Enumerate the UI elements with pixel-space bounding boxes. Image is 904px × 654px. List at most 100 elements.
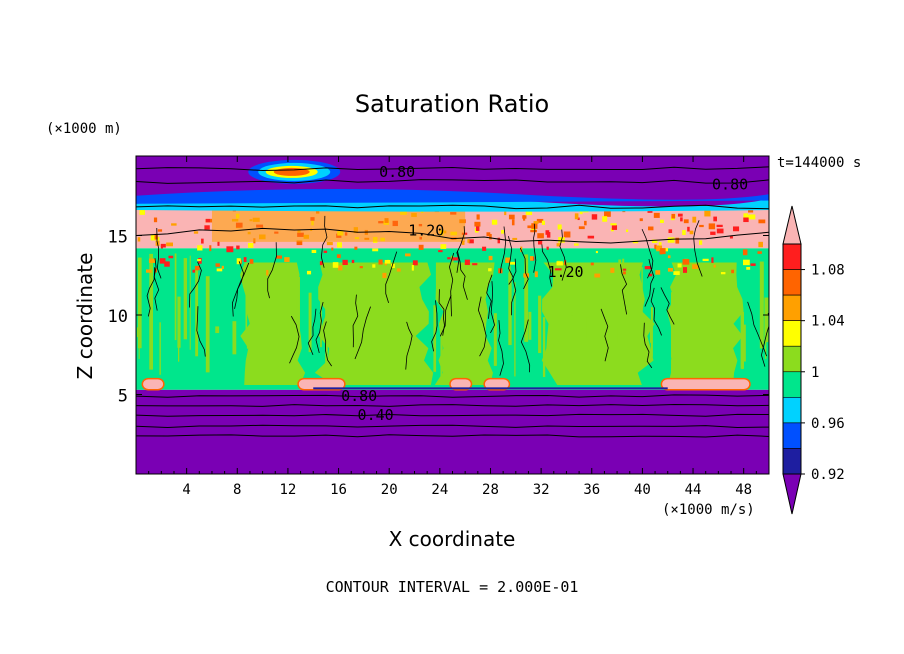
x-unit-label: (×1000 m/s) xyxy=(662,502,755,518)
speckle xyxy=(475,226,480,232)
contour-line xyxy=(449,252,455,317)
contour-line xyxy=(643,322,653,369)
speckle xyxy=(692,264,699,270)
y-unit-label: (×1000 m) xyxy=(46,121,122,137)
speckle xyxy=(610,223,617,226)
filament xyxy=(524,254,529,342)
speckle xyxy=(372,248,379,252)
filament xyxy=(741,328,744,370)
speckle xyxy=(501,229,504,234)
speckle xyxy=(525,211,533,216)
speckle xyxy=(689,230,694,235)
speckle xyxy=(382,272,387,279)
x-axis-title: X coordinate xyxy=(389,527,516,551)
blue-stripe xyxy=(136,188,769,204)
filament xyxy=(538,295,542,354)
x-tick-label: 20 xyxy=(381,482,398,498)
speckle xyxy=(159,258,166,264)
speckle xyxy=(266,269,269,276)
speckle xyxy=(491,219,498,225)
filament xyxy=(650,307,653,357)
filament xyxy=(257,277,259,369)
speckle xyxy=(323,250,328,253)
speckle xyxy=(704,210,711,217)
filament xyxy=(709,298,711,346)
filament xyxy=(177,303,180,362)
speckle xyxy=(554,268,562,271)
speckle xyxy=(757,251,762,254)
contour-line xyxy=(620,264,628,315)
contour-line xyxy=(136,434,769,438)
speckle xyxy=(546,232,551,238)
contour-line xyxy=(511,258,517,316)
speckle xyxy=(660,248,666,255)
speckle xyxy=(622,271,626,275)
speckle xyxy=(461,240,465,245)
x-tick-label: 12 xyxy=(279,482,296,498)
base-blob-3 xyxy=(483,377,511,391)
speckle xyxy=(654,244,657,250)
filament xyxy=(372,292,377,373)
filament xyxy=(640,314,642,332)
speckle xyxy=(648,273,653,277)
filament xyxy=(215,326,220,334)
speckle xyxy=(732,226,740,232)
speckle xyxy=(476,214,480,220)
speckle xyxy=(523,215,526,221)
y-tick-label: 10 xyxy=(108,307,128,327)
speckle xyxy=(639,218,643,222)
contour-line xyxy=(136,394,769,398)
x-tick-label: 24 xyxy=(431,482,448,498)
speckle xyxy=(692,216,697,223)
filament xyxy=(595,306,598,370)
filament xyxy=(433,305,437,372)
speckle xyxy=(194,265,200,271)
speckle xyxy=(336,254,341,259)
filament xyxy=(579,328,583,355)
filament xyxy=(554,298,558,362)
speckle xyxy=(217,241,220,246)
speckle xyxy=(154,268,157,273)
speckle xyxy=(154,233,158,240)
speckle xyxy=(602,216,608,222)
speckle xyxy=(653,212,660,218)
speckle xyxy=(731,269,735,274)
speckle xyxy=(743,217,749,223)
filament xyxy=(562,297,566,360)
speckle xyxy=(699,224,704,228)
filament xyxy=(618,259,622,345)
speckle xyxy=(440,244,447,249)
speckle xyxy=(145,269,152,273)
speckle xyxy=(664,247,668,252)
speckle xyxy=(482,246,487,251)
filament xyxy=(205,276,210,373)
speckle xyxy=(699,240,703,245)
x-tick-label: 4 xyxy=(182,482,190,498)
contour-line xyxy=(761,312,769,367)
speckle xyxy=(508,214,515,220)
colorbar: 1.08 1.04 1 0.96 0.92 xyxy=(782,205,845,515)
plume-4 xyxy=(434,262,495,385)
contour-label: 0.80 xyxy=(712,176,748,194)
speckle xyxy=(545,230,550,235)
filament xyxy=(296,276,300,338)
x-tick-label: 36 xyxy=(583,482,600,498)
contour-line xyxy=(693,220,703,277)
base-blob-1 xyxy=(660,377,751,391)
contour-line xyxy=(456,226,465,273)
speckle xyxy=(577,217,580,221)
speckle xyxy=(215,263,220,267)
base-blob-4 xyxy=(141,377,165,391)
filament xyxy=(138,323,140,359)
speckle xyxy=(226,246,234,253)
contour-interval-note: CONTOUR INTERVAL = 2.000E-01 xyxy=(326,578,579,596)
speckle xyxy=(468,239,474,244)
contour-label: 1.20 xyxy=(408,222,444,240)
speckle xyxy=(337,265,343,271)
speckle xyxy=(359,266,363,269)
filament xyxy=(440,327,443,376)
speckle xyxy=(713,216,717,222)
contour-line xyxy=(519,247,529,290)
speckle xyxy=(625,229,629,233)
speckle xyxy=(452,257,459,261)
